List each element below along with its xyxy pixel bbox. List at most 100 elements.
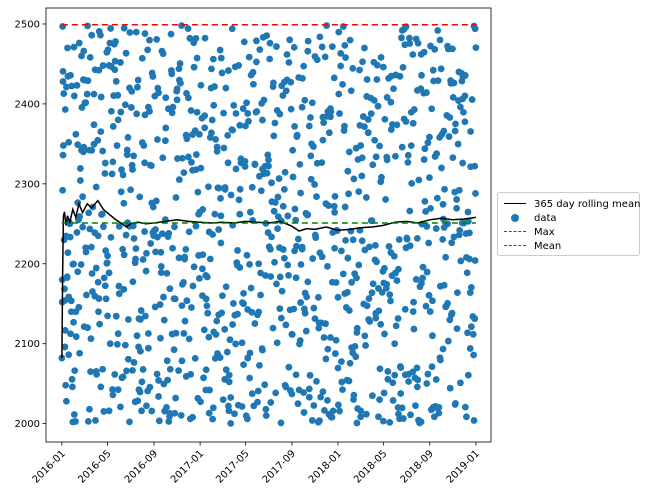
data-point — [383, 153, 391, 161]
data-point — [86, 53, 94, 61]
data-point — [345, 190, 352, 198]
lines — [61, 24, 477, 359]
data-point — [102, 295, 110, 303]
data-point — [266, 245, 274, 253]
data-point — [146, 107, 153, 115]
data-point — [280, 254, 288, 262]
data-point — [98, 210, 106, 218]
data-point — [271, 258, 278, 266]
data-point — [304, 211, 312, 219]
data-point — [217, 54, 225, 62]
data-point — [123, 146, 131, 154]
data-point — [80, 323, 88, 331]
data-point — [321, 406, 328, 414]
scatter-points — [58, 22, 480, 427]
legend-item-max: Max — [504, 225, 555, 239]
data-point — [253, 108, 261, 115]
data-point — [433, 150, 441, 158]
data-point — [266, 55, 274, 63]
legend-item-rolling-mean: 365 day rolling mean — [504, 197, 640, 211]
data-point — [423, 89, 430, 96]
data-point — [290, 305, 298, 313]
data-point — [229, 321, 237, 328]
data-point — [305, 385, 313, 393]
data-point — [254, 387, 262, 395]
data-point — [387, 126, 395, 133]
data-point — [101, 170, 109, 177]
data-point — [265, 162, 272, 170]
data-point — [300, 389, 308, 396]
data-point — [209, 404, 217, 412]
data-point — [139, 366, 147, 373]
data-point — [409, 308, 417, 315]
data-point — [180, 330, 188, 337]
data-point — [444, 337, 452, 345]
data-point — [157, 334, 164, 342]
data-point — [339, 80, 346, 88]
data-point — [164, 233, 172, 241]
data-point — [63, 273, 71, 281]
data-point — [137, 316, 144, 323]
data-point — [178, 302, 186, 310]
data-point — [239, 299, 246, 306]
data-point — [141, 30, 149, 37]
data-point — [188, 158, 195, 166]
data-point — [235, 196, 243, 204]
data-point — [111, 66, 119, 74]
data-point — [163, 269, 171, 277]
data-point — [220, 144, 228, 152]
data-point — [274, 225, 281, 232]
data-point — [289, 173, 297, 181]
data-point — [109, 386, 116, 393]
data-point — [109, 158, 117, 166]
data-point — [115, 290, 123, 298]
data-point — [375, 413, 382, 421]
data-point — [354, 405, 362, 412]
data-point — [248, 308, 256, 316]
data-point — [114, 386, 122, 394]
data-point — [240, 289, 247, 297]
data-point — [197, 398, 204, 406]
data-point — [385, 243, 393, 250]
data-point — [332, 336, 340, 344]
data-point — [285, 271, 292, 279]
y-tick-label: 2300 — [15, 179, 40, 190]
data-point — [331, 192, 339, 200]
data-point — [285, 58, 293, 66]
data-point — [383, 280, 391, 288]
data-point — [112, 77, 120, 85]
data-point — [337, 50, 345, 57]
data-point — [323, 22, 331, 29]
data-point — [94, 278, 102, 286]
data-point — [420, 48, 428, 56]
data-point — [79, 193, 87, 201]
data-point — [302, 327, 310, 335]
data-point — [236, 264, 244, 271]
data-point — [270, 132, 278, 140]
data-point — [146, 383, 154, 391]
data-point — [134, 397, 142, 405]
data-point — [456, 226, 464, 234]
data-point — [337, 62, 345, 70]
data-point — [320, 334, 328, 341]
data-point — [296, 340, 303, 348]
data-point — [108, 170, 116, 178]
data-point — [396, 72, 404, 80]
data-point — [472, 190, 479, 197]
data-point — [463, 413, 470, 421]
data-point — [175, 65, 183, 73]
data-point — [139, 256, 147, 263]
data-point — [95, 66, 103, 74]
data-point — [419, 274, 427, 282]
data-point — [244, 354, 252, 362]
data-point — [120, 285, 128, 293]
data-point — [415, 176, 423, 184]
data-point — [276, 305, 284, 313]
data-point — [455, 186, 463, 194]
data-point — [327, 105, 334, 113]
data-point — [119, 373, 127, 381]
data-point — [100, 408, 108, 415]
data-point — [185, 335, 193, 343]
data-point — [128, 87, 136, 95]
